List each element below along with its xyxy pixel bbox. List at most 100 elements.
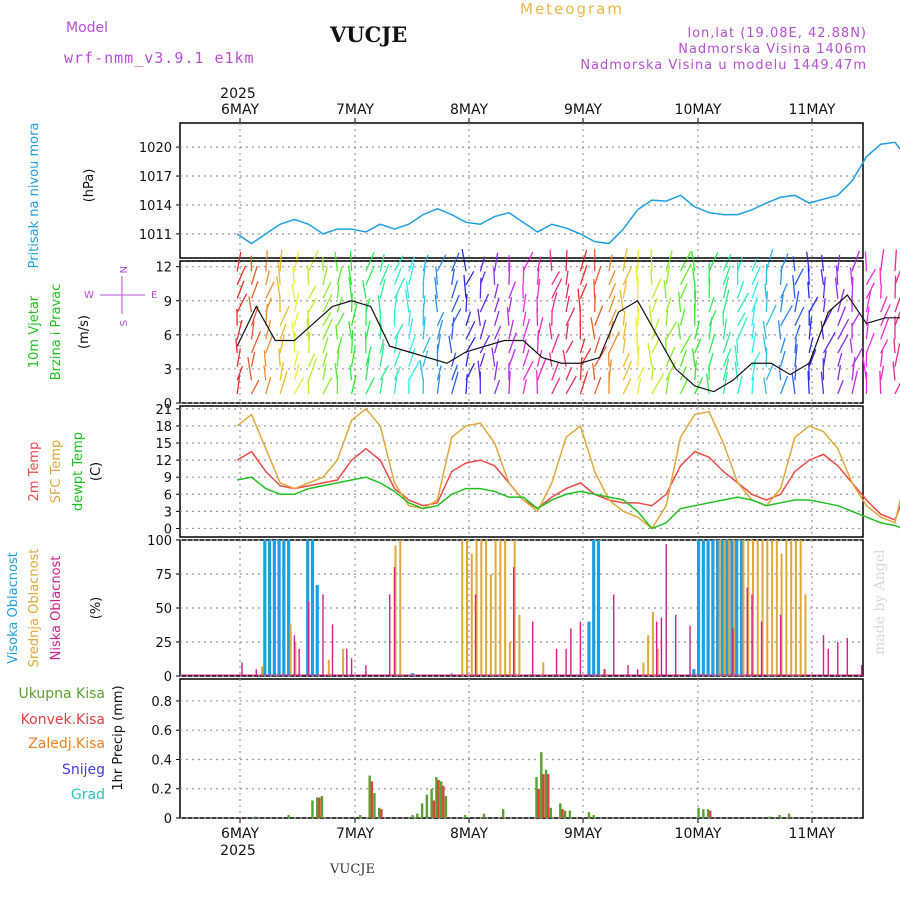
wind-barb xyxy=(665,346,676,367)
wind-barb xyxy=(608,359,612,381)
precip-bar xyxy=(378,807,381,818)
wind-barb xyxy=(765,291,769,313)
wind-barb xyxy=(291,322,296,340)
wind-barb xyxy=(465,336,476,354)
precip-bar xyxy=(463,815,467,818)
temp-unit-label: (C) xyxy=(89,462,104,481)
precip-bar xyxy=(287,815,290,818)
wind-barb xyxy=(594,266,602,286)
wind-barb xyxy=(493,297,500,313)
y-tick-label: 75 xyxy=(155,568,172,583)
wind-barb xyxy=(322,363,327,381)
precip-bar xyxy=(430,788,433,818)
cloud-bar xyxy=(475,540,478,676)
wind-barb xyxy=(794,338,797,354)
wind-barb xyxy=(422,316,426,340)
cloud-bar xyxy=(306,540,310,676)
wind-barb xyxy=(263,350,267,367)
bottom-year-label: 2025 xyxy=(220,843,256,859)
cloud-bar xyxy=(518,614,521,676)
wind-barb xyxy=(479,271,486,286)
cloud-bar xyxy=(766,540,769,676)
cloud-bar xyxy=(603,669,605,676)
wind-barb xyxy=(393,277,406,299)
y-tick-label: 18 xyxy=(155,420,172,435)
wind-barb xyxy=(350,329,354,354)
precip-bar xyxy=(568,810,572,818)
cloud-bar xyxy=(718,540,721,676)
cloud-bar xyxy=(289,624,292,676)
wind-barb xyxy=(508,319,514,340)
wind-barb xyxy=(794,306,805,327)
cloud-bar xyxy=(696,540,701,676)
y-tick-label: 25 xyxy=(155,636,172,651)
wind-barb xyxy=(536,296,539,313)
wind-barb xyxy=(508,281,517,299)
wind-barb xyxy=(235,338,238,354)
wind-barb xyxy=(751,323,755,340)
cloud-bar xyxy=(799,540,802,676)
wind-barb xyxy=(248,296,253,313)
precip-bar xyxy=(444,796,448,818)
wind-barb xyxy=(379,343,385,367)
wind-barb xyxy=(794,268,804,286)
y-tick-label: 0.2 xyxy=(151,783,172,798)
wind-barb xyxy=(792,274,796,299)
cloud-bar xyxy=(331,624,334,676)
wind-barb xyxy=(622,280,628,299)
wind-barb xyxy=(851,276,854,299)
cloud-bar xyxy=(255,669,257,676)
precip-bar xyxy=(547,774,550,818)
wind-barb xyxy=(308,298,317,313)
wind-barb xyxy=(422,350,429,367)
wind-barb xyxy=(250,330,262,354)
wind-barb xyxy=(822,298,826,313)
wind-barb xyxy=(422,295,426,313)
cloud-label-high: Visoka Oblacnost xyxy=(6,552,21,664)
wind-barb xyxy=(837,379,844,395)
wind-barb xyxy=(579,338,586,354)
cloud-bar xyxy=(761,540,764,676)
precip-bar xyxy=(425,794,429,818)
wind-barb xyxy=(549,249,553,272)
wind-barb xyxy=(692,268,696,285)
wind-barb xyxy=(808,316,813,340)
cloud-bar xyxy=(480,540,483,676)
wind-barb xyxy=(737,312,746,327)
cloud-bar xyxy=(771,540,774,676)
wind-barb xyxy=(679,349,688,367)
wind-barb xyxy=(736,338,739,354)
precip-bar xyxy=(702,809,705,818)
wind-barb xyxy=(405,280,410,299)
wind-barb xyxy=(808,296,819,313)
wind-barb xyxy=(851,356,856,381)
wind-barb xyxy=(393,335,399,354)
wind-barb xyxy=(591,363,596,381)
wind-barb xyxy=(465,363,475,381)
wind-barb xyxy=(679,283,688,299)
y-tick-label: 3 xyxy=(164,363,172,378)
precip-bar xyxy=(563,810,567,818)
cloud-bar xyxy=(804,594,807,676)
y-tick-label: 0.4 xyxy=(151,753,172,768)
precip-bar xyxy=(592,815,595,818)
panel-frame xyxy=(179,122,864,259)
wind-barb xyxy=(894,275,897,299)
wind-barb xyxy=(665,250,673,272)
wind-barb xyxy=(880,318,889,340)
cloud-bar xyxy=(542,662,545,676)
wind-barb xyxy=(779,375,789,395)
precip-bar xyxy=(311,800,314,818)
wind-barb xyxy=(451,280,459,299)
meteogram-label: Meteogram xyxy=(520,0,624,18)
wind-barb xyxy=(762,336,767,354)
cloud-bar xyxy=(293,635,296,676)
cloud-bar xyxy=(596,540,601,676)
cloud-bar xyxy=(725,540,729,676)
precip-bar xyxy=(320,796,324,818)
cloud-bar xyxy=(728,540,731,676)
precip-bar xyxy=(549,807,552,818)
wind-barb xyxy=(822,276,826,299)
cloud-bar xyxy=(735,540,739,676)
cloud-bar xyxy=(485,540,488,676)
